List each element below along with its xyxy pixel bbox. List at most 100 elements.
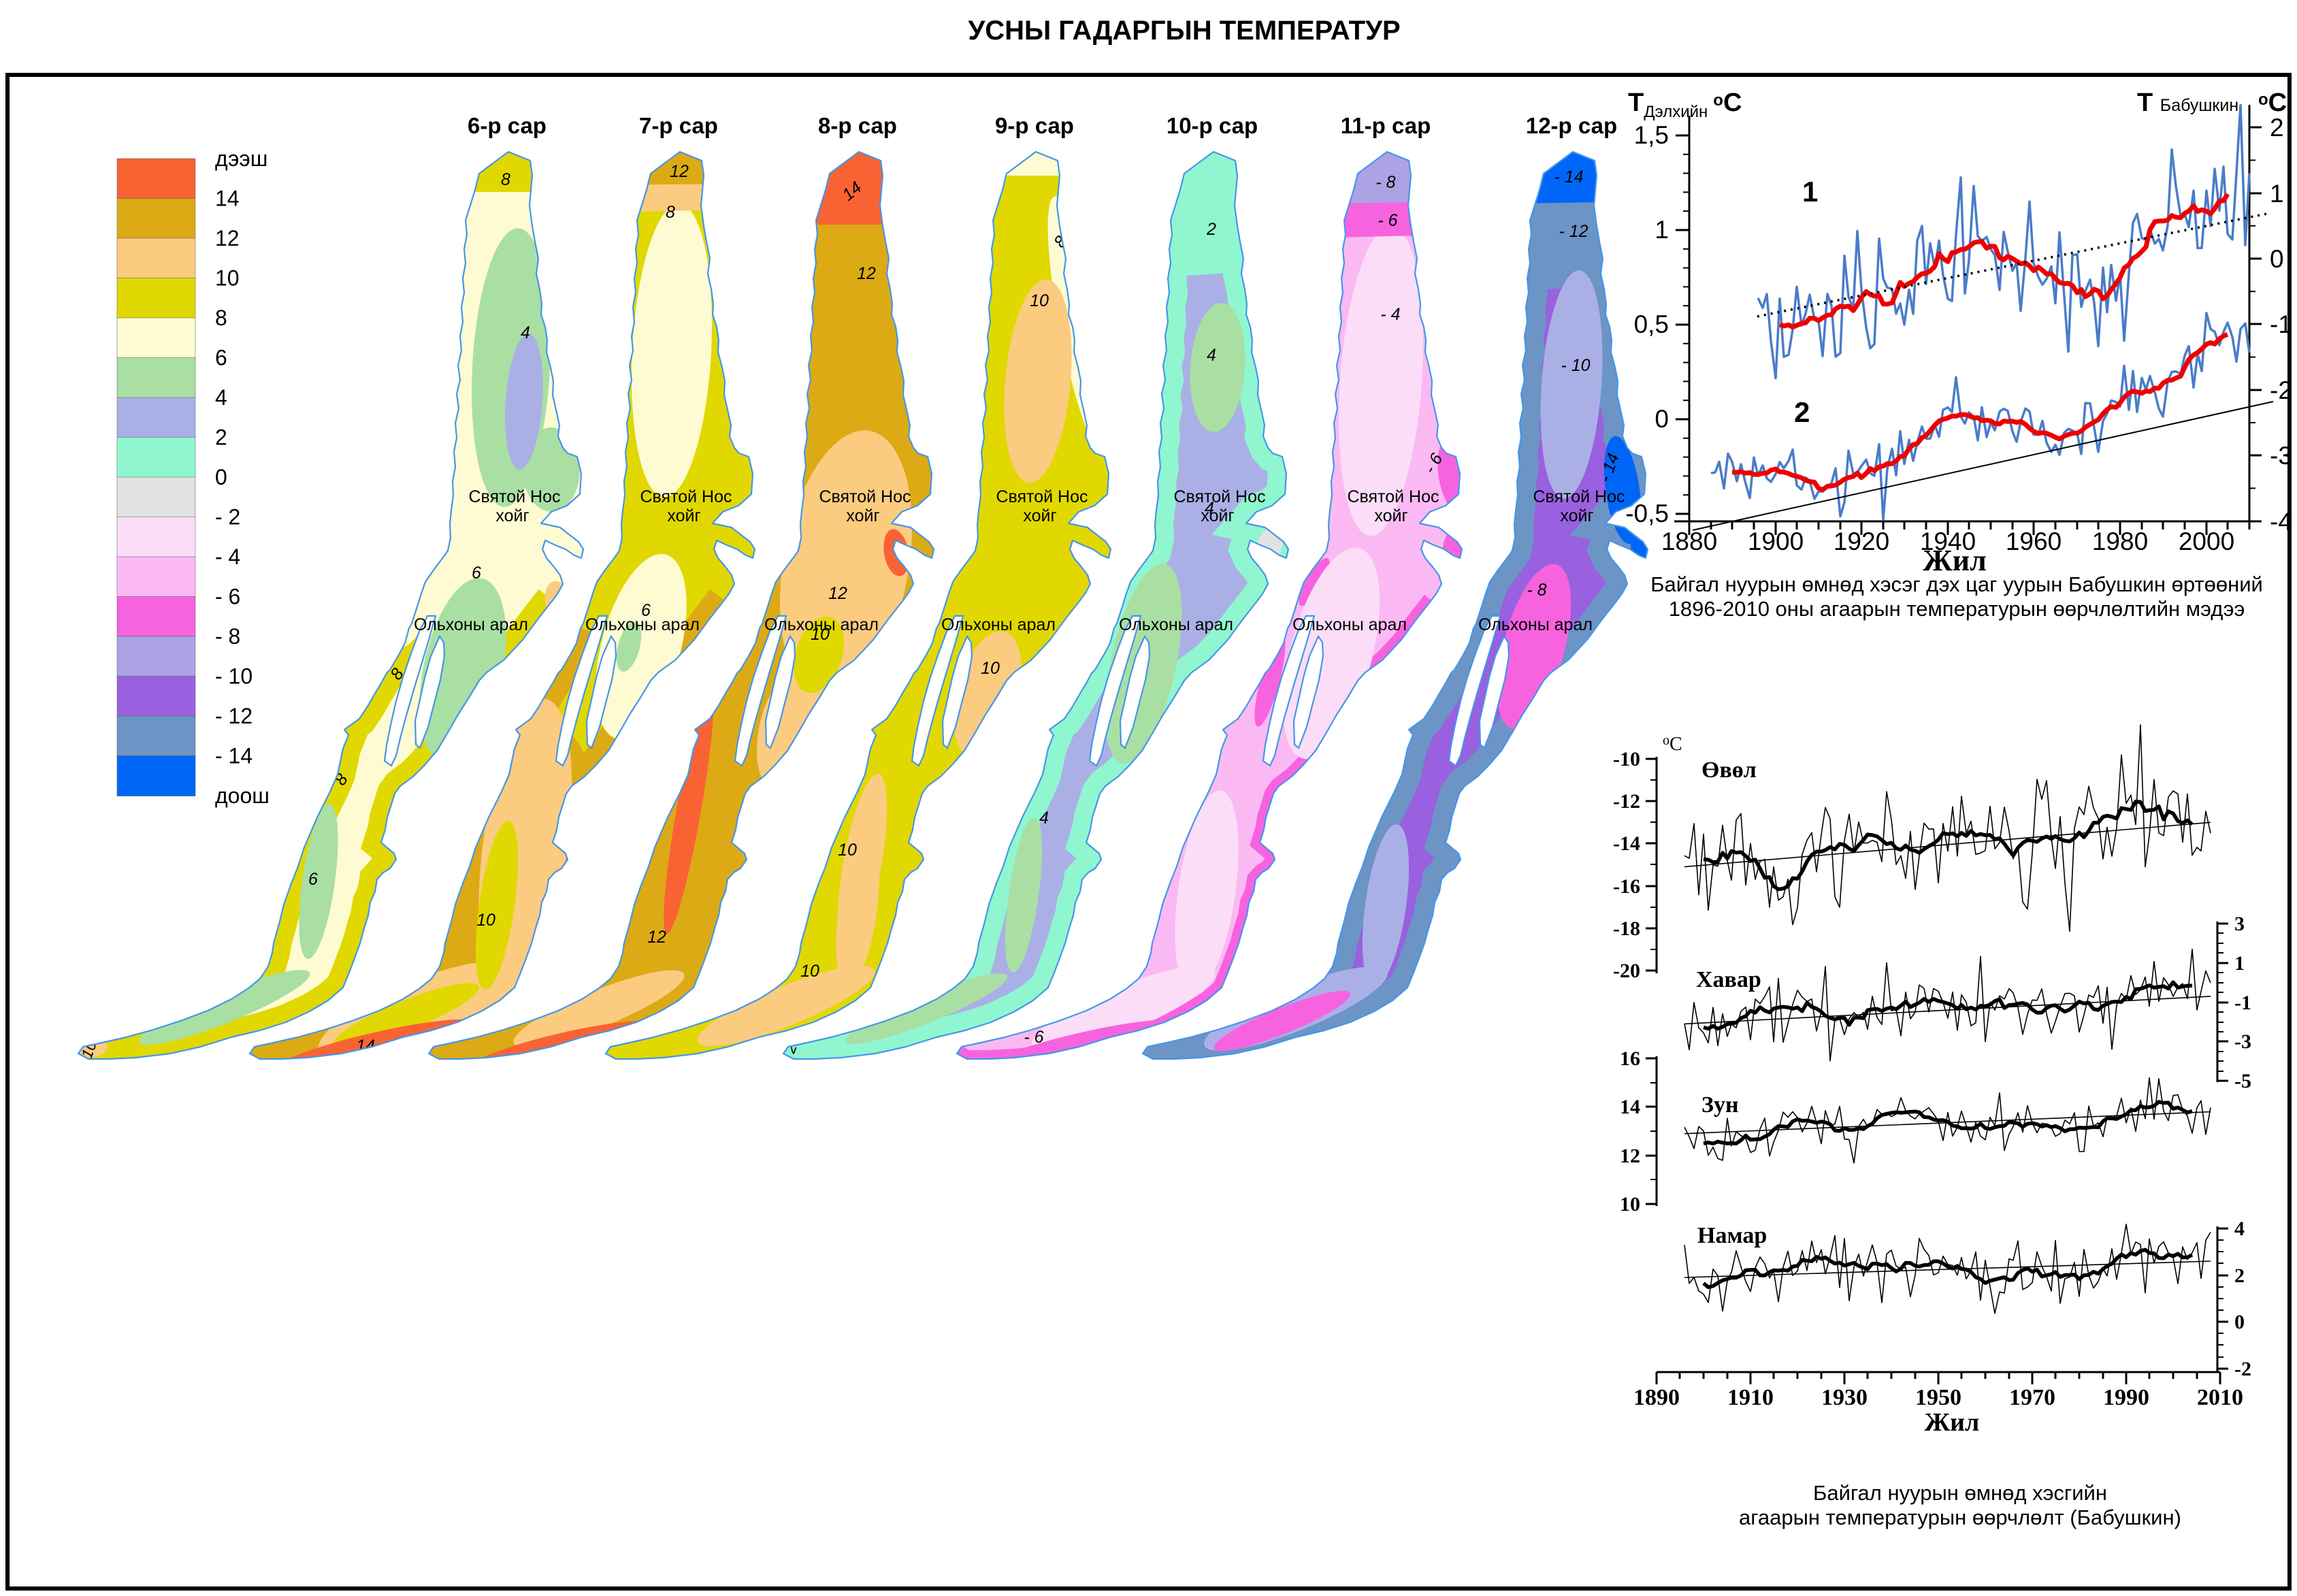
- svg-text:-1: -1: [2270, 310, 2292, 338]
- svg-text:2: 2: [2270, 114, 2284, 142]
- svg-text:Байгал нуурын өмнөд хэсгийн: Байгал нуурын өмнөд хэсгийн: [1813, 1481, 2107, 1505]
- svg-text:1960: 1960: [2006, 527, 2062, 555]
- svg-text:12: 12: [828, 584, 847, 603]
- svg-text:- 8: - 8: [215, 624, 240, 649]
- svg-text:0: 0: [1655, 405, 1669, 433]
- svg-text:-5: -5: [2234, 1070, 2251, 1092]
- svg-text:Зун: Зун: [1701, 1092, 1739, 1118]
- svg-text:Ольхоны арал: Ольхоны арал: [764, 615, 879, 634]
- svg-text:10: 10: [476, 911, 495, 930]
- svg-text:доош: доош: [215, 783, 270, 808]
- svg-text:10: 10: [215, 266, 240, 291]
- svg-text:Ольхоны арал: Ольхоны арал: [414, 615, 528, 634]
- svg-text:2: 2: [1206, 220, 1216, 239]
- svg-text:10: 10: [811, 625, 830, 644]
- svg-text:1930: 1930: [1821, 1385, 1868, 1410]
- svg-text:Жил: Жил: [1925, 1408, 1980, 1437]
- svg-text:9-р сар: 9-р сар: [995, 113, 1074, 138]
- svg-text:Өвөл: Өвөл: [1701, 758, 1757, 783]
- svg-text:хойг: хойг: [1201, 506, 1234, 525]
- svg-text:TДэлхийноС: TДэлхийноС: [1628, 88, 1742, 121]
- svg-text:14: 14: [215, 186, 240, 211]
- svg-text:-1: -1: [2234, 992, 2251, 1014]
- svg-text:- 12: - 12: [1559, 222, 1588, 241]
- svg-text:12: 12: [215, 226, 240, 250]
- svg-text:Намар: Намар: [1697, 1223, 1767, 1248]
- svg-text:4: 4: [215, 385, 227, 410]
- svg-text:4: 4: [2234, 1218, 2245, 1240]
- svg-text:4: 4: [1205, 499, 1214, 518]
- svg-text:1910: 1910: [1727, 1385, 1774, 1410]
- svg-text:Ольхоны арал: Ольхоны арал: [1478, 615, 1593, 634]
- svg-text:1920: 1920: [1834, 527, 1889, 555]
- svg-text:- 4: - 4: [1380, 305, 1400, 324]
- svg-text:- 6: - 6: [1378, 211, 1397, 230]
- svg-text:- 4: - 4: [215, 544, 240, 569]
- svg-text:1: 1: [1655, 216, 1669, 244]
- svg-text:12: 12: [647, 928, 666, 947]
- svg-text:-20: -20: [1613, 960, 1640, 982]
- svg-text:хойг: хойг: [495, 506, 529, 525]
- svg-text:Святой Нос: Святой Нос: [996, 487, 1088, 506]
- svg-text:-2: -2: [2270, 376, 2292, 404]
- svg-text:2: 2: [1794, 396, 1810, 428]
- svg-text:0: 0: [2270, 245, 2284, 273]
- svg-text:-3: -3: [2270, 442, 2292, 470]
- svg-text:Святой Нос: Святой Нос: [468, 487, 560, 506]
- svg-text:1896-2010 оны агаарын температ: 1896-2010 оны агаарын температурын өөрчл…: [1669, 597, 2245, 621]
- svg-text:16: 16: [1620, 1047, 1640, 1070]
- svg-text:- 2: - 2: [215, 505, 240, 530]
- svg-text:1950: 1950: [1915, 1385, 1961, 1410]
- svg-text:-14: -14: [1613, 832, 1640, 855]
- svg-text:оС: оС: [1663, 733, 1682, 755]
- svg-text:Святой Нос: Святой Нос: [640, 487, 732, 506]
- svg-text:Хавар: Хавар: [1696, 967, 1761, 992]
- svg-text:6: 6: [641, 601, 651, 620]
- svg-text:агаарын температурын өөрчлөлт: агаарын температурын өөрчлөлт (Бабушкин): [1739, 1505, 2181, 1529]
- svg-text:дээш: дээш: [215, 146, 267, 171]
- svg-text:- 8: - 8: [1375, 173, 1395, 192]
- svg-text:8: 8: [501, 170, 510, 189]
- svg-text:10-р сар: 10-р сар: [1167, 113, 1258, 138]
- svg-text:УСНЫ ГАДАРГЫН ТЕМПЕРАТУР: УСНЫ ГАДАРГЫН ТЕМПЕРАТУР: [968, 16, 1400, 46]
- svg-text:1,5: 1,5: [1634, 121, 1669, 149]
- svg-text:6-р сар: 6-р сар: [468, 113, 547, 138]
- svg-text:4: 4: [521, 323, 530, 342]
- svg-text:1890: 1890: [1633, 1385, 1680, 1410]
- svg-text:хойг: хойг: [1374, 506, 1407, 525]
- svg-text:12-р сар: 12-р сар: [1526, 113, 1617, 138]
- svg-text:4: 4: [1039, 809, 1049, 828]
- svg-text:Святой Нос: Святой Нос: [1533, 487, 1625, 506]
- svg-text:11-р сар: 11-р сар: [1341, 113, 1431, 138]
- svg-text:1900: 1900: [1748, 527, 1804, 555]
- svg-text:1980: 1980: [2092, 527, 2148, 555]
- svg-text:1880: 1880: [1661, 527, 1717, 555]
- svg-text:-18: -18: [1613, 917, 1640, 940]
- svg-text:Ольхоны арал: Ольхоны арал: [585, 615, 700, 634]
- svg-text:6: 6: [308, 870, 318, 889]
- svg-text:Байгал нуурын өмнөд хэсэг дэх: Байгал нуурын өмнөд хэсэг дэх цаг уурын …: [1650, 572, 2263, 596]
- svg-text:Ольхоны арал: Ольхоны арал: [1119, 615, 1233, 634]
- svg-text:- 10: - 10: [1561, 356, 1590, 375]
- svg-text:-4: -4: [2270, 508, 2292, 536]
- svg-text:12: 12: [857, 264, 876, 283]
- svg-text:7-р сар: 7-р сар: [639, 113, 718, 138]
- svg-text:-2: -2: [2234, 1358, 2251, 1380]
- svg-text:Жил: Жил: [1923, 544, 1987, 577]
- svg-text:12: 12: [670, 162, 689, 181]
- svg-text:- 14: - 14: [1554, 167, 1583, 186]
- svg-text:1: 1: [2234, 952, 2245, 975]
- svg-text:-10: -10: [1613, 748, 1640, 770]
- svg-text:10: 10: [838, 841, 857, 860]
- svg-text:хойг: хойг: [667, 506, 700, 525]
- svg-text:1: 1: [2270, 180, 2284, 208]
- svg-text:Ольхоны арал: Ольхоны арал: [1292, 615, 1407, 634]
- svg-text:Святой Нос: Святой Нос: [1347, 487, 1439, 506]
- svg-text:2: 2: [2234, 1265, 2245, 1287]
- svg-text:2010: 2010: [2197, 1385, 2243, 1410]
- svg-text:- 10: - 10: [215, 664, 252, 689]
- svg-text:- 14: - 14: [215, 744, 252, 768]
- svg-text:Святой Нос: Святой Нос: [1173, 487, 1265, 506]
- svg-text:10: 10: [981, 659, 1000, 678]
- svg-text:хойг: хойг: [1560, 506, 1593, 525]
